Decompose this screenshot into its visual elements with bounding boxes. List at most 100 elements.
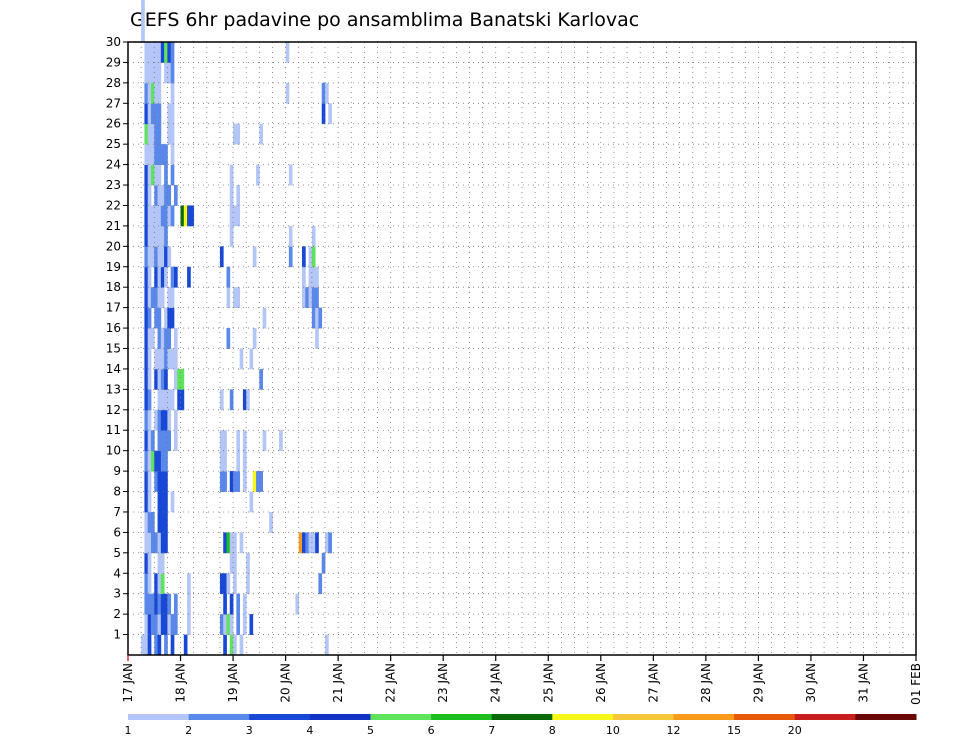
- cell: [298, 532, 303, 554]
- cell: [144, 552, 149, 574]
- grid: [128, 42, 916, 655]
- cell: [160, 450, 165, 472]
- cell: [154, 450, 158, 472]
- cell: [242, 430, 247, 452]
- cell: [167, 246, 172, 268]
- y-tick-label: 4: [113, 566, 121, 580]
- cell: [157, 471, 162, 492]
- cell: [236, 287, 241, 309]
- cell: [141, 1, 145, 22]
- cell: [167, 430, 172, 452]
- cell: [160, 614, 165, 635]
- cell: [252, 328, 257, 349]
- cell: [242, 614, 247, 635]
- cell: [154, 573, 158, 595]
- y-tick-label: 22: [106, 198, 121, 212]
- cell: [147, 164, 152, 186]
- cell: [173, 430, 178, 452]
- cell: [150, 246, 155, 268]
- legend-label: 6: [428, 724, 435, 737]
- cell: [144, 287, 149, 309]
- cell: [256, 471, 260, 492]
- cell: [180, 389, 185, 411]
- cell: [170, 164, 175, 186]
- cell: [173, 328, 178, 349]
- cell: [167, 205, 172, 227]
- cell: [150, 532, 155, 554]
- x-tick-label: 27 JAN: [646, 663, 660, 703]
- cell: [308, 287, 313, 309]
- cell: [170, 307, 175, 329]
- cell: [147, 246, 152, 268]
- legend-label: 3: [246, 724, 253, 737]
- x-tick-label: 30 JAN: [804, 663, 818, 703]
- legend-label: 5: [367, 724, 374, 737]
- cell: [167, 389, 172, 411]
- cell: [233, 287, 237, 309]
- cell: [147, 185, 152, 206]
- cell: [157, 614, 162, 635]
- cell: [164, 348, 168, 370]
- cell: [157, 552, 162, 574]
- cell: [295, 593, 300, 615]
- cell: [164, 450, 168, 472]
- cell: [154, 287, 158, 309]
- cell: [167, 593, 172, 615]
- x-tick-label: 20 JAN: [279, 663, 293, 703]
- cell: [144, 328, 149, 349]
- cell: [173, 348, 178, 370]
- cell: [144, 573, 149, 595]
- cell: [144, 634, 149, 656]
- cell: [167, 614, 172, 635]
- cell: [183, 634, 188, 656]
- y-axis: 1234567891011121314151617181920212223242…: [106, 35, 128, 642]
- cell: [144, 409, 149, 431]
- cell: [157, 164, 162, 186]
- cell: [164, 614, 168, 635]
- cell: [147, 348, 152, 370]
- cell: [173, 266, 178, 288]
- cell: [157, 266, 162, 288]
- cell: [164, 593, 168, 615]
- cell: [147, 144, 152, 165]
- cell: [246, 552, 250, 574]
- cell: [154, 246, 158, 268]
- cell: [160, 409, 165, 431]
- cell: [157, 511, 162, 533]
- cell: [285, 82, 290, 104]
- legend-label: 20: [788, 724, 802, 737]
- y-tick-label: 7: [113, 505, 121, 519]
- cell: [249, 614, 254, 635]
- legend-swatch: [673, 714, 735, 720]
- y-tick-label: 11: [106, 423, 121, 437]
- cell: [150, 144, 155, 165]
- cell: [229, 185, 234, 206]
- cell: [157, 430, 162, 452]
- cell: [242, 450, 247, 472]
- cell: [157, 246, 162, 268]
- cell: [160, 573, 165, 595]
- cell: [233, 634, 237, 656]
- cell: [311, 287, 316, 309]
- cell: [315, 328, 319, 349]
- cell: [160, 532, 165, 554]
- cell: [150, 450, 155, 472]
- y-tick-label: 16: [106, 321, 121, 335]
- y-tick-label: 15: [106, 342, 121, 356]
- y-tick-label: 14: [106, 362, 121, 376]
- legend-label: 7: [488, 724, 495, 737]
- cell: [183, 205, 188, 227]
- cell: [164, 185, 168, 206]
- cell: [150, 42, 155, 63]
- cell: [144, 42, 149, 63]
- cell: [259, 368, 264, 390]
- cell: [144, 225, 149, 247]
- cell: [164, 225, 168, 247]
- cell: [226, 573, 231, 595]
- cell: [226, 266, 231, 288]
- cell: [157, 450, 162, 472]
- cell: [187, 593, 191, 615]
- legend-swatch: [612, 714, 675, 720]
- cell: [223, 593, 227, 615]
- chart-title: GEFS 6hr padavine po ansamblima Banatski…: [130, 9, 639, 31]
